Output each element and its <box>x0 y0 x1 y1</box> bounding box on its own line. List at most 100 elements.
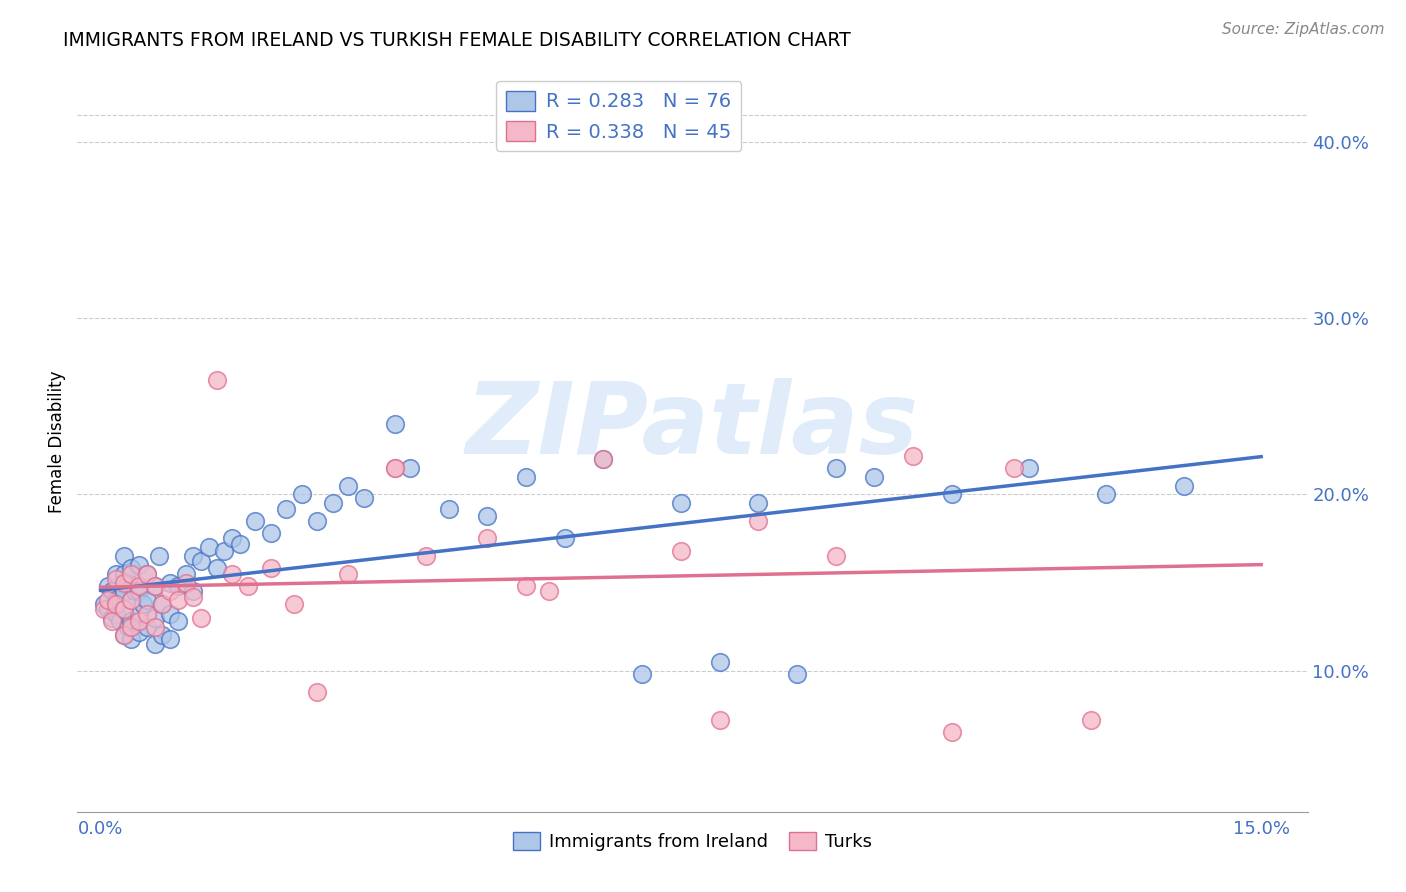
Point <box>236 579 259 593</box>
Point <box>105 597 128 611</box>
Point <box>159 632 181 646</box>
Point <box>159 584 181 599</box>
Point <box>152 628 174 642</box>
Point <box>592 452 614 467</box>
Point <box>276 501 298 516</box>
Point <box>669 544 692 558</box>
Point <box>592 452 614 467</box>
Point <box>143 579 166 593</box>
Point <box>245 514 267 528</box>
Point <box>167 579 190 593</box>
Point <box>159 607 181 622</box>
Point <box>307 685 329 699</box>
Point <box>863 470 886 484</box>
Point <box>190 611 212 625</box>
Point <box>229 537 252 551</box>
Point <box>399 461 422 475</box>
Point <box>174 575 197 590</box>
Point <box>221 566 243 581</box>
Point <box>143 619 166 633</box>
Point <box>128 558 150 572</box>
Point <box>167 615 190 629</box>
Point <box>183 584 205 599</box>
Point <box>93 602 115 616</box>
Point <box>112 628 135 642</box>
Point <box>554 532 576 546</box>
Point <box>101 611 124 625</box>
Point <box>117 575 139 590</box>
Point <box>108 590 131 604</box>
Point <box>128 607 150 622</box>
Point <box>93 597 115 611</box>
Point <box>631 667 654 681</box>
Point <box>384 461 406 475</box>
Point <box>307 514 329 528</box>
Point <box>121 566 143 581</box>
Point <box>112 602 135 616</box>
Point <box>384 461 406 475</box>
Point <box>108 615 131 629</box>
Point <box>190 554 212 568</box>
Point <box>128 579 150 593</box>
Point <box>112 566 135 581</box>
Point <box>128 584 150 599</box>
Point <box>709 655 731 669</box>
Point <box>128 615 150 629</box>
Point <box>941 487 963 501</box>
Point <box>260 561 283 575</box>
Point <box>786 667 808 681</box>
Point <box>174 566 197 581</box>
Point <box>260 526 283 541</box>
Point <box>283 597 305 611</box>
Point <box>384 417 406 431</box>
Point <box>221 532 243 546</box>
Point <box>747 496 769 510</box>
Point <box>183 590 205 604</box>
Point <box>337 566 360 581</box>
Point <box>101 584 124 599</box>
Point <box>747 514 769 528</box>
Point <box>159 575 181 590</box>
Point <box>669 496 692 510</box>
Point <box>105 566 128 581</box>
Point <box>152 597 174 611</box>
Point <box>143 611 166 625</box>
Point <box>121 593 143 607</box>
Point <box>121 615 143 629</box>
Point <box>143 579 166 593</box>
Point <box>128 624 150 639</box>
Text: Source: ZipAtlas.com: Source: ZipAtlas.com <box>1222 22 1385 37</box>
Point <box>1095 487 1118 501</box>
Point <box>121 632 143 646</box>
Point <box>214 544 236 558</box>
Point <box>112 602 135 616</box>
Point <box>337 478 360 492</box>
Point <box>824 549 846 563</box>
Point <box>824 461 846 475</box>
Point <box>117 619 139 633</box>
Point <box>112 628 135 642</box>
Point <box>198 541 221 555</box>
Point <box>291 487 314 501</box>
Point <box>538 584 561 599</box>
Point <box>105 607 128 622</box>
Text: ZIPatlas: ZIPatlas <box>465 378 920 475</box>
Text: IMMIGRANTS FROM IRELAND VS TURKISH FEMALE DISABILITY CORRELATION CHART: IMMIGRANTS FROM IRELAND VS TURKISH FEMAL… <box>63 31 851 50</box>
Point <box>941 725 963 739</box>
Point <box>353 491 375 505</box>
Point <box>112 549 135 563</box>
Point <box>105 593 128 607</box>
Point <box>136 593 159 607</box>
Point <box>148 549 170 563</box>
Point <box>477 508 499 523</box>
Point <box>112 575 135 590</box>
Point <box>121 593 143 607</box>
Point <box>515 470 537 484</box>
Point <box>101 615 124 629</box>
Point <box>205 373 228 387</box>
Point <box>1173 478 1195 492</box>
Point <box>437 501 460 516</box>
Point <box>415 549 437 563</box>
Point <box>322 496 344 510</box>
Point <box>97 593 120 607</box>
